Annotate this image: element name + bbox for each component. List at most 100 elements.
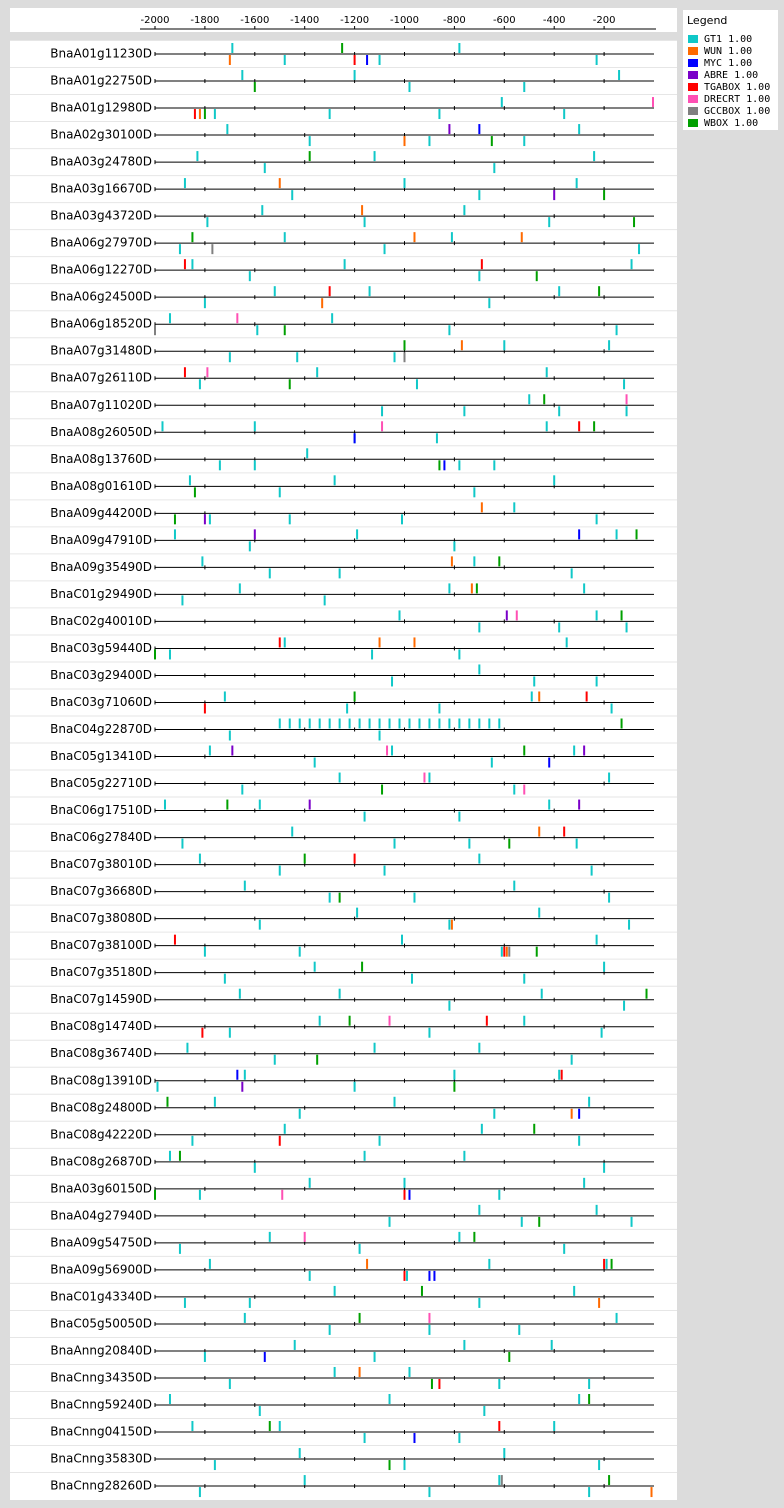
motif-site [328,1324,331,1335]
motif-site [473,556,476,567]
gene-label: BnaA09g54750D [50,1235,152,1249]
motif-site [263,163,266,174]
motif-site [560,1069,563,1080]
gene-label: BnaA07g11020D [50,398,152,412]
divider [10,32,677,40]
motif-site [615,1312,618,1323]
motif-site [203,946,206,957]
motif-site [578,421,581,432]
motif-site [598,286,601,297]
legend-label: GCCBOX 1.00 [704,106,770,117]
gene-label: BnaA09g44200D [50,506,152,520]
motif-site [363,1433,366,1444]
motif-site [595,1204,598,1215]
motif-site [253,1162,256,1173]
motif-site [166,1096,169,1107]
motif-site [493,163,496,174]
motif-site [273,1054,276,1065]
motif-site [168,313,171,324]
motif-site [585,691,588,702]
motif-site [450,232,453,243]
motif-site [458,1433,461,1444]
motif-site [513,880,516,891]
motif-site [448,124,451,135]
motif-site [243,880,246,891]
motif-site [398,610,401,621]
motif-site [243,1312,246,1323]
motif-site [545,367,548,378]
motif-site [173,934,176,945]
gene-label: BnaC02g40010D [50,614,152,628]
motif-site [206,217,209,228]
gene-label: BnaC06g17510D [50,803,152,817]
motif-site [608,340,611,351]
motif-site [253,529,256,540]
motif-site [538,1216,541,1227]
motif-site [610,703,613,714]
motif-site [281,1189,284,1200]
gene-label: BnaC03g29400D [50,668,152,682]
motif-site [338,988,341,999]
motif-site [168,1150,171,1161]
motif-site [293,1339,296,1350]
motif-site [488,718,491,729]
gene-label: BnaC01g43340D [50,1289,152,1303]
motif-site [403,1189,406,1200]
motif-site [428,1312,431,1323]
motif-site [650,1487,653,1498]
motif-site [578,1108,581,1119]
motif-site [288,379,291,390]
motif-site [283,232,286,243]
motif-site [540,988,543,999]
motif-site [448,325,451,336]
motif-site [198,853,201,864]
motif-site [181,595,184,606]
motif-site [228,352,231,363]
motif-site [228,1027,231,1038]
motif-site [605,1258,608,1269]
motif-site [448,919,451,930]
motif-site [485,1015,488,1026]
motif-site [550,1339,553,1350]
motif-site [480,1123,483,1134]
x-tick-label: -1000 [390,15,419,26]
motif-site [595,676,598,687]
motif-site [490,136,493,147]
motif-site [203,514,206,525]
motif-site [296,352,299,363]
motif-site [361,205,364,216]
motif-site [361,961,364,972]
motif-site [575,838,578,849]
motif-site [348,1015,351,1026]
motif-site [154,649,156,660]
motif-site [398,718,401,729]
motif-site [575,178,578,189]
motif-site [203,1351,206,1362]
motif-site [480,502,483,513]
motif-site [578,1394,581,1404]
gene-label: BnaA03g43720D [50,209,152,223]
gene-label: BnaCnng28260D [50,1479,152,1493]
motif-site [623,379,626,390]
motif-site [391,745,394,756]
motif-site [193,109,196,120]
gene-label: BnaC08g36740D [50,1046,152,1060]
motif-site [408,718,411,729]
motif-site [588,1487,591,1498]
motif-site [478,271,481,282]
motif-site [500,97,503,108]
motif-site [478,622,481,633]
motif-site [253,82,256,93]
motif-site [403,340,406,351]
motif-site [378,637,381,648]
motif-site [538,826,541,837]
motif-site [163,799,166,810]
motif-site [256,325,259,336]
motif-site [488,298,491,309]
motif-site [191,1135,194,1146]
legend-label: WUN 1.00 [704,46,752,57]
motif-site [338,568,341,579]
motif-site [183,178,186,189]
motif-site [508,946,511,957]
